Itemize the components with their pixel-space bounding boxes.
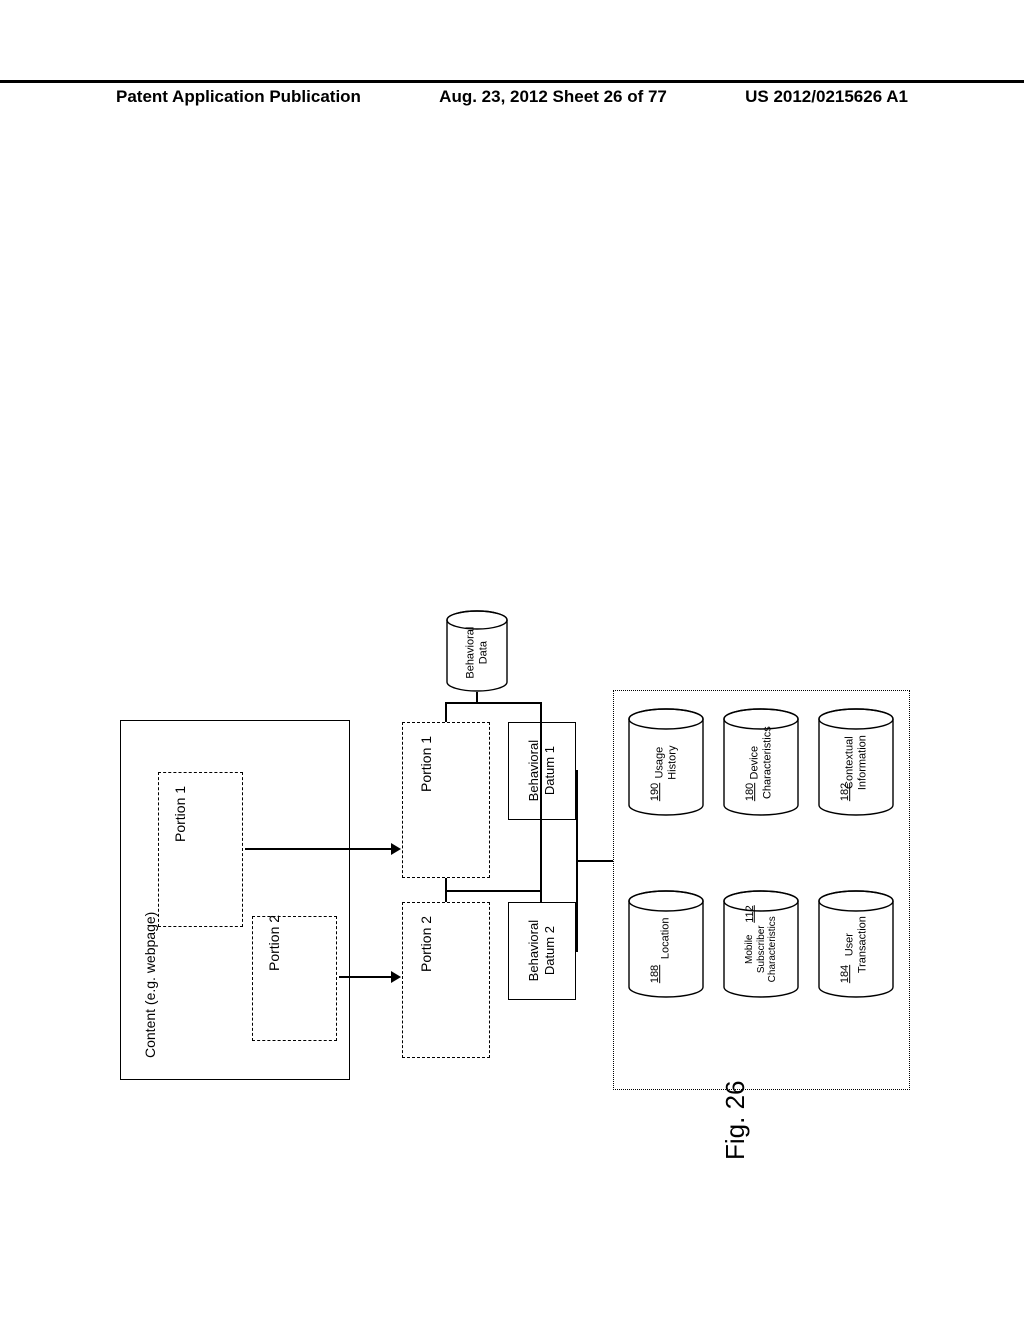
- cyl-device-characteristics: Device Characteristics 180: [721, 708, 801, 816]
- portion-1-inner-label: Portion 1: [172, 785, 188, 841]
- header-right: US 2012/0215626 A1: [745, 87, 908, 107]
- behavioral-datum-2-label: Behavioral Datum 2: [526, 920, 557, 981]
- portion-1-outer-label: Portion 1: [418, 736, 434, 792]
- cyl-stem-h: [476, 702, 492, 704]
- cyl-device-ref: 180: [744, 783, 756, 801]
- cyl-usage-history: Usage History 190: [626, 708, 706, 816]
- cyl-location-ref: 188: [649, 965, 661, 983]
- cyl-contextual-information: Contextual Information 182: [816, 708, 896, 816]
- datum-db-link: [576, 860, 613, 862]
- portion-2-outer: Portion 2: [402, 902, 490, 1058]
- cyl-mobile-ref: 112: [744, 905, 756, 923]
- cyl-usage-history-ref: 190: [649, 783, 661, 801]
- page-header: Patent Application Publication Aug. 23, …: [0, 80, 1024, 107]
- cyl-stem: [476, 692, 478, 702]
- bus-p2-h: [445, 890, 542, 892]
- cyl-mobile-subscriber: Mobile Subscriber Characteristics 112: [721, 890, 801, 998]
- arrow-2-head: [391, 971, 401, 983]
- portion-2-inner-label: Portion 2: [266, 914, 282, 970]
- bus-main-v: [540, 702, 542, 902]
- figure-caption: Fig. 26: [720, 1081, 751, 1161]
- portion-2-inner: Portion 2: [252, 916, 337, 1041]
- bus-p1-out: [445, 702, 447, 722]
- arrow-1-shaft: [245, 848, 393, 850]
- portion-1-outer: Portion 1: [402, 722, 490, 878]
- cyl-location-label: Location: [660, 884, 673, 992]
- datum1-link-v: [576, 770, 578, 952]
- datum1-link-h: [576, 770, 578, 772]
- bus-top: [490, 702, 542, 704]
- header-mid: Aug. 23, 2012 Sheet 26 of 77: [439, 87, 667, 107]
- cyl-contextual-ref: 182: [839, 783, 851, 801]
- arrow-1-head: [391, 843, 401, 855]
- portion-1-inner: Portion 1: [158, 772, 243, 927]
- arrow-2-shaft: [339, 976, 393, 978]
- cyl-user-transaction: User Transaction 184: [816, 890, 896, 998]
- behavioral-datum-1-label: Behavioral Datum 1: [526, 740, 557, 801]
- behavioral-datum-2: Behavioral Datum 2: [508, 902, 576, 1000]
- portion-2-outer-label: Portion 2: [418, 916, 434, 972]
- behavioral-data-cylinder: Behavioral Data: [445, 610, 509, 692]
- cyl-usertx-ref: 184: [839, 965, 851, 983]
- behavioral-datum-1: Behavioral Datum 1: [508, 722, 576, 820]
- cyl-location: Location 188: [626, 890, 706, 998]
- header-left: Patent Application Publication: [116, 87, 361, 107]
- bus-d2-v: [540, 890, 542, 902]
- figure-26: Content (e.g. webpage) Portion 1 Portion…: [120, 160, 910, 1160]
- content-title-label: Content (e.g. webpage): [142, 912, 158, 1058]
- behavioral-data-cyl-label: Behavioral Data: [464, 621, 489, 685]
